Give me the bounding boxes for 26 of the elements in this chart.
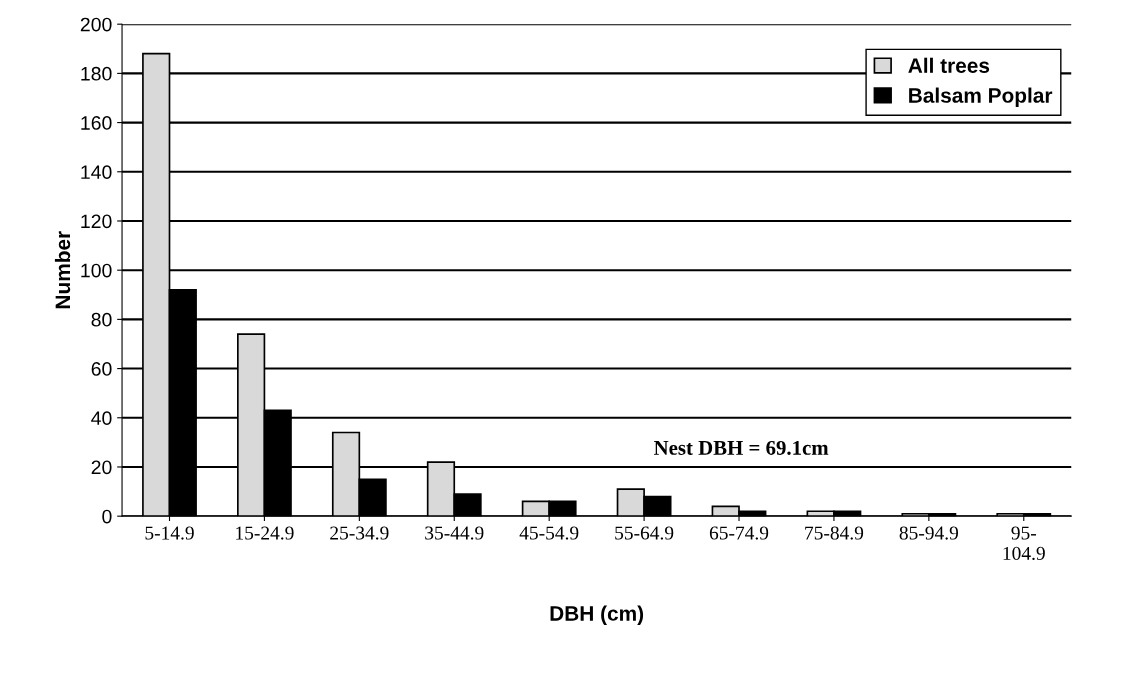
y-tick-label: 20 <box>91 460 112 475</box>
legend-label: All trees <box>908 57 990 73</box>
x-tick-label: 35-44.9 <box>425 526 484 540</box>
x-tick-label: 45-54.9 <box>519 526 579 540</box>
y-tick-label: 120 <box>81 214 112 229</box>
x-tick-label: 85-94.9 <box>899 526 959 540</box>
y-axis-title: Number <box>54 231 71 309</box>
x-tick-label: 75-84.9 <box>805 526 864 540</box>
y-tick-label: 40 <box>91 411 112 426</box>
x-tick-label: 15-24.9 <box>236 526 294 540</box>
x-tick-label: 65-74.9 <box>709 526 769 540</box>
y-tick-label: 80 <box>91 312 112 327</box>
x-tick-label: 5-14.9 <box>145 526 194 540</box>
x-tick-label: 95- 104.9 <box>1003 526 1045 560</box>
y-tick-label: 140 <box>81 165 112 180</box>
y-tick-label: 0 <box>102 509 112 524</box>
y-tick-label: 180 <box>81 66 112 81</box>
y-tick-label: 100 <box>81 263 112 278</box>
annotation: Nest DBH = 69.1cm <box>653 440 829 455</box>
y-tick-label: 200 <box>80 17 112 32</box>
x-tick-label: 55-64.9 <box>615 526 674 540</box>
x-tick-label: 25-34.9 <box>330 526 389 540</box>
y-tick-label: 160 <box>81 116 112 130</box>
x-axis-title: DBH (cm) <box>550 605 644 625</box>
y-tick-label: 60 <box>91 362 112 376</box>
legend-label: Balsam Poplar <box>909 87 1053 107</box>
